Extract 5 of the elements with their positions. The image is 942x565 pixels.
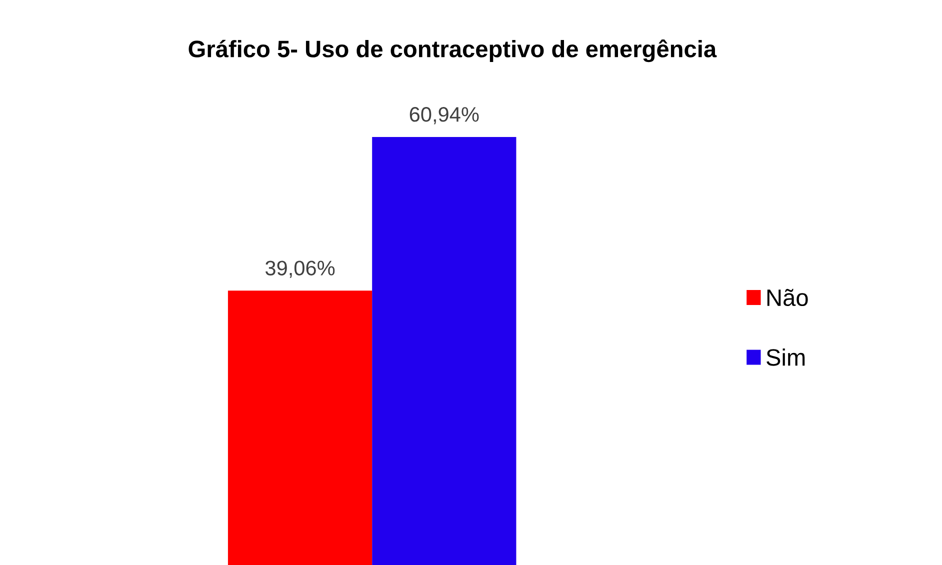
legend-label: Não xyxy=(767,288,808,306)
data-label: 60,94% xyxy=(410,107,479,124)
data-label: 39,06% xyxy=(265,260,335,278)
chart-title: Gráfico 5- Uso de contraceptivo de emergência xyxy=(188,40,717,62)
legend-label: Sim xyxy=(766,348,805,366)
